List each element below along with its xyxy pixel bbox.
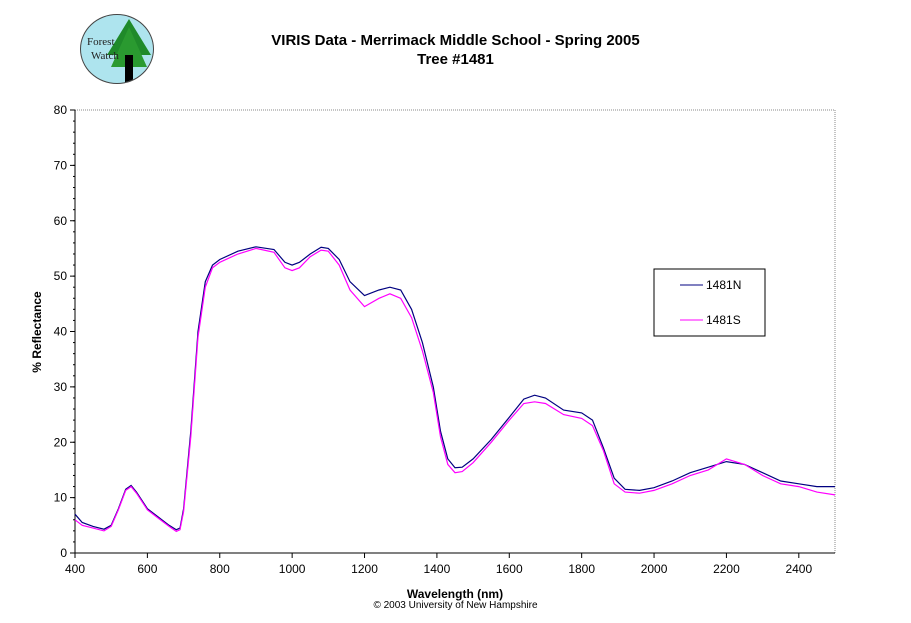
x-tick-label: 400	[65, 562, 85, 576]
y-axis-label: % Reflectance	[30, 291, 44, 373]
x-tick-label: 1800	[568, 562, 595, 576]
y-tick-label: 70	[54, 158, 68, 172]
y-tick-label: 40	[54, 325, 68, 339]
forest-watch-logo: Forest Watch	[80, 14, 154, 84]
y-tick-label: 30	[54, 380, 68, 394]
x-tick-label: 1400	[424, 562, 451, 576]
y-tick-label: 10	[54, 491, 68, 505]
chart-title: VIRIS Data - Merrimack Middle School - S…	[271, 32, 640, 49]
series-line-1481S	[74, 247, 836, 533]
x-tick-label: 800	[210, 562, 230, 576]
x-axis-label: Wavelength (nm)	[407, 587, 503, 601]
x-tick-label: 2200	[713, 562, 740, 576]
legend-label-1481S: 1481S	[706, 313, 741, 327]
series-line-1481N	[74, 246, 835, 531]
svg-text:Forest: Forest	[87, 36, 115, 48]
x-tick-label: 1200	[351, 562, 378, 576]
y-tick-label: 0	[60, 546, 67, 560]
svg-text:Watch: Watch	[91, 50, 119, 62]
y-tick-label: 20	[54, 435, 68, 449]
chart-subtitle: Tree #1481	[417, 51, 494, 68]
y-tick-label: 50	[54, 269, 68, 283]
y-tick-label: 80	[54, 103, 68, 117]
x-tick-label: 2000	[641, 562, 668, 576]
legend-label-1481N: 1481N	[706, 278, 741, 292]
copyright: © 2003 University of New Hampshire	[373, 600, 538, 611]
x-tick-label: 2400	[785, 562, 812, 576]
x-tick-label: 1000	[279, 562, 306, 576]
x-tick-label: 1600	[496, 562, 523, 576]
y-tick-label: 60	[54, 214, 68, 228]
legend: 1481N 1481S	[653, 268, 766, 337]
x-tick-label: 600	[137, 562, 157, 576]
